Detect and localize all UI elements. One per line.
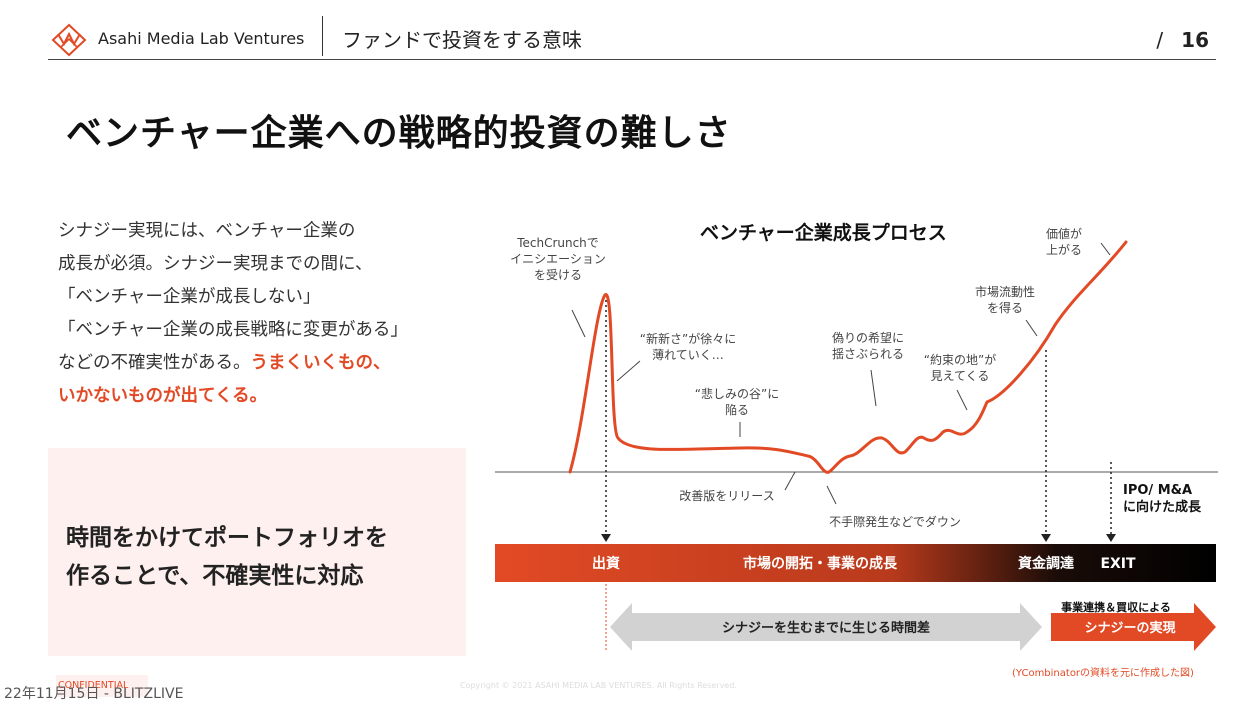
annotation-text: を受ける <box>534 268 582 282</box>
body-line: などの不確実性がある。うまくいくもの、 <box>58 347 478 380</box>
annotation-text: 見えてくる <box>931 369 990 383</box>
annotation-text: 不手際発生などでダウン <box>829 514 961 529</box>
annotation-text: イニシエーション <box>510 252 606 266</box>
annotation-text: 揺さぶられる <box>832 347 904 361</box>
synergy-caption: 事業連携＆買収による <box>1061 600 1171 614</box>
annotation-text: 価値が <box>1046 226 1082 241</box>
annotation-text: 改善版をリリース <box>679 488 774 503</box>
confidential-badge <box>56 675 148 697</box>
annotation-text: “悲しみの谷”に <box>695 386 779 401</box>
brand-name: Asahi Media Lab Ventures <box>98 29 305 48</box>
pointer-line <box>1100 242 1111 256</box>
callout-line: 時間をかけてポートフォリオを <box>66 525 388 551</box>
annotation-text: 偽りの希望に <box>832 330 904 345</box>
body-text-accent: うまくいくもの、 <box>250 353 391 373</box>
timeline-bar <box>495 544 1216 582</box>
body-text-plain: などの不確実性がある。 <box>58 353 251 373</box>
page-title: ベンチャー企業への戦略的投資の難しさ <box>66 113 732 154</box>
pointer-line <box>826 485 837 505</box>
chart-title: ベンチャー企業成長プロセス <box>700 222 947 244</box>
header-rule <box>48 59 1216 60</box>
pointer-line <box>616 360 641 382</box>
ipo-label: IPO/ M&A <box>1123 483 1192 498</box>
annotation-text: 薄れていく… <box>652 347 724 362</box>
pointer-line <box>870 369 877 407</box>
ipo-label: に向けた成長 <box>1123 499 1202 515</box>
annotation-text: TechCrunchで <box>516 236 599 250</box>
body-line: 「ベンチャー企業が成長しない」 <box>58 287 321 307</box>
amlv-logo-icon <box>51 23 87 57</box>
body-line: 成長が必須。シナジー実現までの間に、 <box>58 254 373 274</box>
timeline-label-funding: 資金調達 <box>1018 555 1074 572</box>
growth-process-diagram: TechCrunchで イニシエーション を受ける “新新さ”が徐々に 薄れてい… <box>495 226 1218 652</box>
synergy-arrow <box>1051 603 1216 651</box>
body-line-accent: いかないものが出てくる。 <box>58 386 268 406</box>
arrowhead-icon <box>1041 534 1051 542</box>
pointer-line <box>956 389 968 411</box>
body-line: 「ベンチャー企業の成長戦略に変更がある」 <box>58 320 408 340</box>
page-number-value: 16 <box>1181 28 1209 52</box>
copyright: Copyright © 2021 ASAHI MEDIA LAB VENTURE… <box>460 681 737 690</box>
timeline-label-investment: 出資 <box>592 555 620 572</box>
confidential-label: CONFIDENTIAL <box>58 680 129 691</box>
annotation-text: 市場流動性 <box>975 284 1035 299</box>
section-title: ファンドで投資をする意味 <box>342 28 582 52</box>
annotation-text: “新新さ”が徐々に <box>640 331 736 346</box>
annotation-text: を得る <box>987 300 1023 315</box>
annotation-text: 陥る <box>725 403 749 417</box>
date-stamp: 22年11月15日 - BLITZLIVE <box>4 686 184 702</box>
synergy-label: シナジーの実現 <box>1084 620 1175 636</box>
page-number: / 16 <box>1156 28 1209 52</box>
timeline-label-exit: EXIT <box>1100 556 1136 572</box>
arrowhead-icon <box>601 534 611 542</box>
timeline-label-growth: 市場の開拓・事業の成長 <box>743 555 898 572</box>
callout-line: 作ることで、不確実性に対応 <box>66 563 364 589</box>
callout-box <box>48 448 466 656</box>
callout-text: 時間をかけてポートフォリオを 作ることで、不確実性に対応 <box>66 519 388 595</box>
pointer-line <box>571 309 586 338</box>
arrowhead-icon <box>1106 534 1116 542</box>
growth-curve <box>568 240 1128 474</box>
annotation-text: 上がる <box>1046 242 1082 257</box>
time-gap-label: シナジーを生むまでに生じる時間差 <box>722 620 930 636</box>
body-paragraph: シナジー実現には、ベンチャー企業の 成長が必須。シナジー実現までの間に、 「ベン… <box>58 215 478 413</box>
page-slash: / <box>1156 28 1164 52</box>
header-divider <box>322 16 323 56</box>
pointer-line <box>1025 319 1038 337</box>
source-note: (YCombinatorの資料を元に作成した図) <box>1012 668 1194 679</box>
annotation-text: “約束の地”が <box>924 352 996 367</box>
time-gap-arrow <box>610 603 1042 651</box>
pointer-line <box>784 471 796 491</box>
body-line: シナジー実現には、ベンチャー企業の <box>58 221 356 241</box>
